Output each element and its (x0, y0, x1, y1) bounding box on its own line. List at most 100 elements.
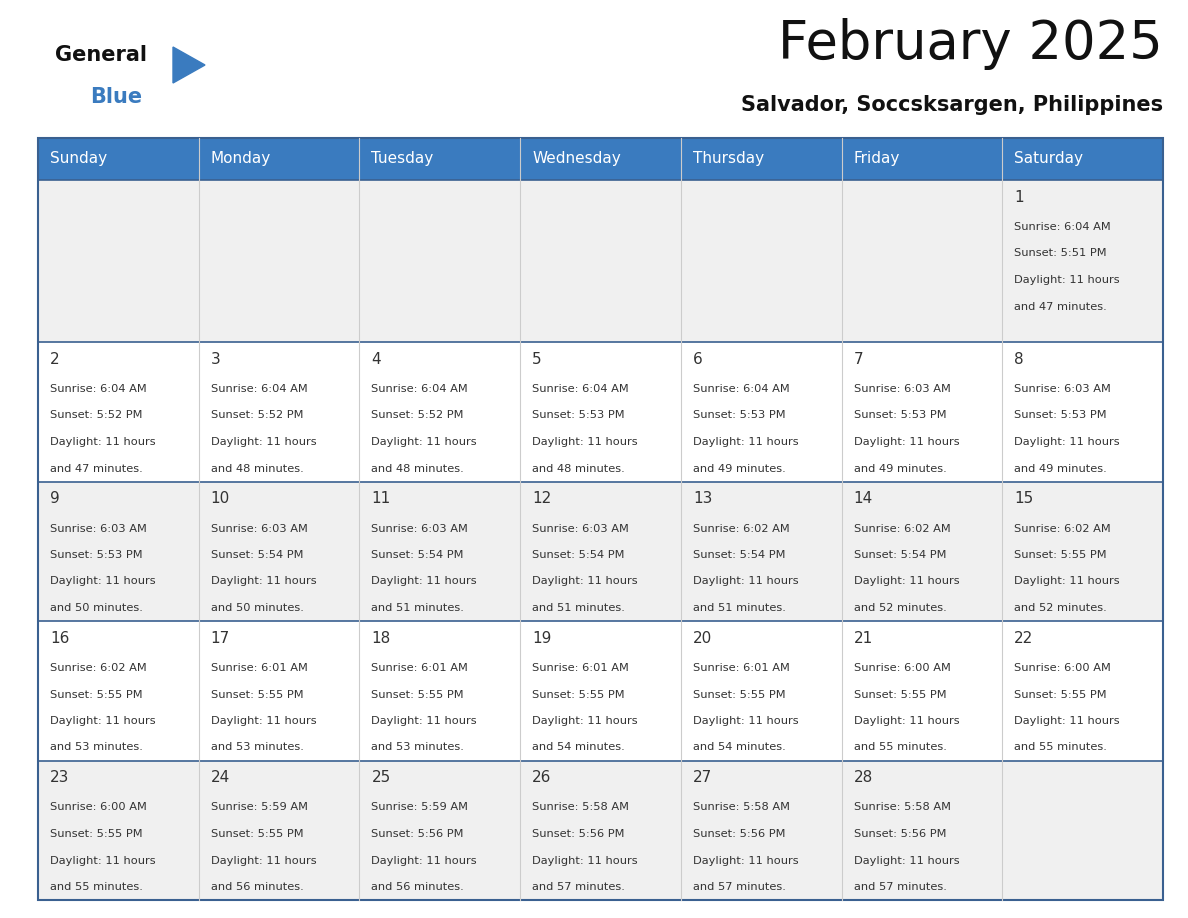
Text: and 47 minutes.: and 47 minutes. (1015, 301, 1107, 311)
Text: Sunset: 5:53 PM: Sunset: 5:53 PM (532, 410, 625, 420)
Text: 16: 16 (50, 631, 69, 646)
Text: and 50 minutes.: and 50 minutes. (50, 603, 143, 613)
Text: 4: 4 (372, 352, 381, 367)
Text: Daylight: 11 hours: Daylight: 11 hours (693, 437, 798, 447)
Text: and 55 minutes.: and 55 minutes. (1015, 743, 1107, 753)
Text: Daylight: 11 hours: Daylight: 11 hours (210, 856, 316, 866)
Text: Tuesday: Tuesday (372, 151, 434, 166)
Text: Friday: Friday (853, 151, 901, 166)
Text: 21: 21 (853, 631, 873, 646)
Text: 19: 19 (532, 631, 551, 646)
Text: Daylight: 11 hours: Daylight: 11 hours (532, 716, 638, 726)
Text: and 53 minutes.: and 53 minutes. (50, 743, 143, 753)
Text: Sunrise: 6:01 AM: Sunrise: 6:01 AM (372, 663, 468, 673)
Text: 22: 22 (1015, 631, 1034, 646)
Text: February 2025: February 2025 (778, 18, 1163, 70)
Text: Sunrise: 6:04 AM: Sunrise: 6:04 AM (210, 384, 308, 394)
Text: Daylight: 11 hours: Daylight: 11 hours (372, 856, 478, 866)
Text: Sunrise: 6:04 AM: Sunrise: 6:04 AM (693, 384, 790, 394)
Text: Sunset: 5:55 PM: Sunset: 5:55 PM (50, 689, 143, 700)
Text: Sunset: 5:55 PM: Sunset: 5:55 PM (372, 689, 465, 700)
Text: Sunset: 5:55 PM: Sunset: 5:55 PM (1015, 550, 1107, 560)
Text: and 49 minutes.: and 49 minutes. (693, 464, 785, 474)
Text: Sunrise: 6:03 AM: Sunrise: 6:03 AM (50, 523, 147, 533)
Text: Sunset: 5:54 PM: Sunset: 5:54 PM (210, 550, 303, 560)
Text: Daylight: 11 hours: Daylight: 11 hours (853, 577, 959, 587)
Text: and 49 minutes.: and 49 minutes. (853, 464, 947, 474)
Text: Daylight: 11 hours: Daylight: 11 hours (693, 577, 798, 587)
Text: Daylight: 11 hours: Daylight: 11 hours (532, 856, 638, 866)
Text: Sunrise: 5:58 AM: Sunrise: 5:58 AM (853, 802, 950, 812)
Text: Sunrise: 6:02 AM: Sunrise: 6:02 AM (50, 663, 147, 673)
Text: and 51 minutes.: and 51 minutes. (532, 603, 625, 613)
Text: and 51 minutes.: and 51 minutes. (693, 603, 785, 613)
Text: and 48 minutes.: and 48 minutes. (210, 464, 303, 474)
Text: 8: 8 (1015, 352, 1024, 367)
Text: Sunrise: 6:03 AM: Sunrise: 6:03 AM (372, 523, 468, 533)
Text: Sunrise: 5:58 AM: Sunrise: 5:58 AM (532, 802, 630, 812)
Bar (38, 180, 1163, 342)
Text: and 48 minutes.: and 48 minutes. (532, 464, 625, 474)
Text: and 52 minutes.: and 52 minutes. (1015, 603, 1107, 613)
Text: Sunrise: 6:01 AM: Sunrise: 6:01 AM (210, 663, 308, 673)
Bar (38, 138, 1163, 900)
Text: 3: 3 (210, 352, 221, 367)
Text: Sunset: 5:54 PM: Sunset: 5:54 PM (693, 550, 785, 560)
Text: 10: 10 (210, 491, 230, 507)
Text: and 54 minutes.: and 54 minutes. (693, 743, 785, 753)
Text: Daylight: 11 hours: Daylight: 11 hours (1015, 716, 1120, 726)
Text: Sunset: 5:55 PM: Sunset: 5:55 PM (853, 689, 946, 700)
Text: Daylight: 11 hours: Daylight: 11 hours (210, 716, 316, 726)
Text: Sunset: 5:53 PM: Sunset: 5:53 PM (1015, 410, 1107, 420)
Text: Sunset: 5:55 PM: Sunset: 5:55 PM (1015, 689, 1107, 700)
Text: and 53 minutes.: and 53 minutes. (372, 743, 465, 753)
Text: 7: 7 (853, 352, 864, 367)
Text: Sunrise: 6:00 AM: Sunrise: 6:00 AM (853, 663, 950, 673)
Text: Sunset: 5:54 PM: Sunset: 5:54 PM (372, 550, 465, 560)
Text: Sunrise: 6:03 AM: Sunrise: 6:03 AM (210, 523, 308, 533)
Text: 17: 17 (210, 631, 230, 646)
Text: and 48 minutes.: and 48 minutes. (372, 464, 465, 474)
Text: Sunset: 5:56 PM: Sunset: 5:56 PM (532, 829, 625, 839)
Text: Sunset: 5:55 PM: Sunset: 5:55 PM (210, 689, 303, 700)
Text: 2: 2 (50, 352, 59, 367)
Text: Sunset: 5:52 PM: Sunset: 5:52 PM (50, 410, 143, 420)
Text: Sunrise: 6:03 AM: Sunrise: 6:03 AM (853, 384, 950, 394)
Text: Sunset: 5:53 PM: Sunset: 5:53 PM (853, 410, 946, 420)
Text: Sunset: 5:55 PM: Sunset: 5:55 PM (210, 829, 303, 839)
Text: Sunset: 5:56 PM: Sunset: 5:56 PM (372, 829, 465, 839)
Text: and 52 minutes.: and 52 minutes. (853, 603, 947, 613)
Text: and 56 minutes.: and 56 minutes. (210, 882, 303, 892)
Text: Sunset: 5:55 PM: Sunset: 5:55 PM (693, 689, 785, 700)
Text: Daylight: 11 hours: Daylight: 11 hours (532, 577, 638, 587)
Text: Daylight: 11 hours: Daylight: 11 hours (1015, 437, 1120, 447)
Text: Daylight: 11 hours: Daylight: 11 hours (50, 856, 156, 866)
Text: Sunrise: 6:00 AM: Sunrise: 6:00 AM (50, 802, 147, 812)
Text: 27: 27 (693, 770, 712, 786)
Bar (38, 621, 1163, 760)
Text: Sunrise: 6:02 AM: Sunrise: 6:02 AM (693, 523, 790, 533)
Text: 24: 24 (210, 770, 230, 786)
Text: 13: 13 (693, 491, 713, 507)
Text: and 53 minutes.: and 53 minutes. (210, 743, 304, 753)
Text: Sunrise: 6:04 AM: Sunrise: 6:04 AM (50, 384, 147, 394)
Text: Daylight: 11 hours: Daylight: 11 hours (1015, 275, 1120, 285)
Text: Sunset: 5:54 PM: Sunset: 5:54 PM (853, 550, 946, 560)
Text: Daylight: 11 hours: Daylight: 11 hours (50, 437, 156, 447)
Bar (38, 342, 1163, 482)
Text: Sunrise: 5:59 AM: Sunrise: 5:59 AM (210, 802, 308, 812)
Text: 26: 26 (532, 770, 551, 786)
Bar (38, 760, 1163, 900)
Text: 6: 6 (693, 352, 702, 367)
Text: Daylight: 11 hours: Daylight: 11 hours (210, 577, 316, 587)
Text: Sunrise: 6:01 AM: Sunrise: 6:01 AM (693, 663, 790, 673)
Text: Sunrise: 6:00 AM: Sunrise: 6:00 AM (1015, 663, 1111, 673)
Text: 5: 5 (532, 352, 542, 367)
Text: Sunday: Sunday (50, 151, 107, 166)
Text: Daylight: 11 hours: Daylight: 11 hours (50, 577, 156, 587)
Text: 9: 9 (50, 491, 59, 507)
Bar (38, 482, 1163, 621)
Text: Daylight: 11 hours: Daylight: 11 hours (853, 437, 959, 447)
Text: and 57 minutes.: and 57 minutes. (532, 882, 625, 892)
Text: Sunrise: 6:01 AM: Sunrise: 6:01 AM (532, 663, 628, 673)
